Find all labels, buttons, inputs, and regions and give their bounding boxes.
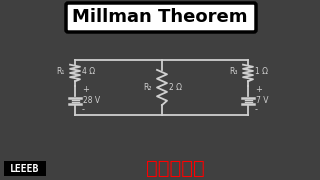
Text: R₂: R₂ [143,83,152,92]
Text: LEEEB: LEEEB [10,164,40,174]
Text: 1 Ω: 1 Ω [255,68,268,76]
Text: 28 V: 28 V [83,96,100,105]
FancyBboxPatch shape [4,161,46,176]
Text: +: + [255,84,262,93]
Text: R₃: R₃ [229,68,238,76]
Text: 2 Ω: 2 Ω [169,83,182,92]
Text: Millman Theorem: Millman Theorem [72,8,248,26]
Text: বাংলা: বাংলা [146,159,204,177]
Text: -: - [82,105,85,114]
FancyBboxPatch shape [66,3,256,32]
Text: +: + [82,84,89,93]
Text: 7 V: 7 V [256,96,268,105]
Text: 4 Ω: 4 Ω [82,68,95,76]
Text: -: - [255,105,258,114]
Text: R₁: R₁ [57,68,65,76]
